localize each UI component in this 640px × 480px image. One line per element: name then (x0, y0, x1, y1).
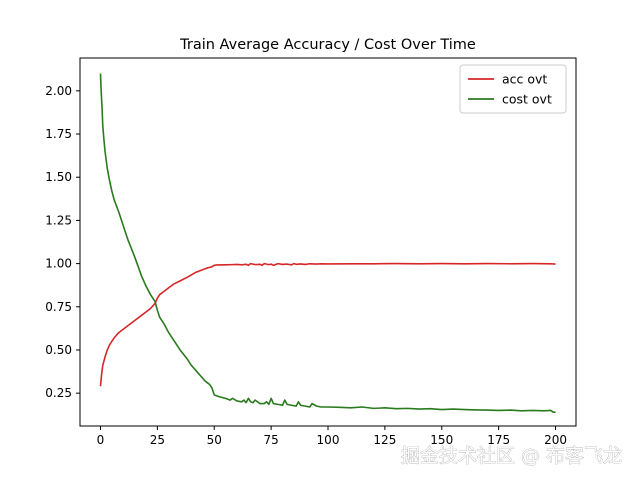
x-tick-label: 100 (317, 433, 340, 447)
legend-box (459, 64, 567, 114)
y-tick-label: 1.75 (45, 127, 72, 141)
x-tick-label: 150 (430, 433, 453, 447)
x-tick-label: 0 (97, 433, 105, 447)
legend-label-acc-ovt: acc ovt (502, 72, 547, 87)
chart-title: Train Average Accuracy / Cost Over Time (179, 37, 476, 53)
x-axis: 0 25 50 75 100 125 150 175 200 (97, 426, 567, 447)
y-tick-label: 0.75 (45, 300, 72, 314)
x-tick-label: 175 (487, 433, 510, 447)
legend-label-cost-ovt: cost ovt (502, 92, 552, 107)
x-tick-label: 25 (150, 433, 165, 447)
x-tick-label: 125 (373, 433, 396, 447)
x-tick-label: 50 (207, 433, 222, 447)
watermark-text: 掘金技术社区 @ 布客飞龙 (401, 445, 622, 467)
y-tick-label: 2.00 (45, 84, 72, 98)
legend: acc ovt cost ovt (459, 64, 567, 114)
y-tick-label: 1.25 (45, 213, 72, 227)
y-tick-label: 1.50 (45, 170, 72, 184)
y-tick-label: 1.00 (45, 257, 72, 271)
series-line-cost-ovt (99, 73, 556, 413)
series-line-acc-ovt (99, 262, 556, 387)
y-axis: 0.25 0.50 0.75 1.00 1.25 1.50 1.75 2.00 (45, 84, 80, 400)
x-tick-label: 75 (263, 433, 278, 447)
y-tick-label: 0.25 (45, 386, 72, 400)
y-tick-label: 0.50 (45, 343, 72, 357)
x-tick-label: 200 (544, 433, 567, 447)
